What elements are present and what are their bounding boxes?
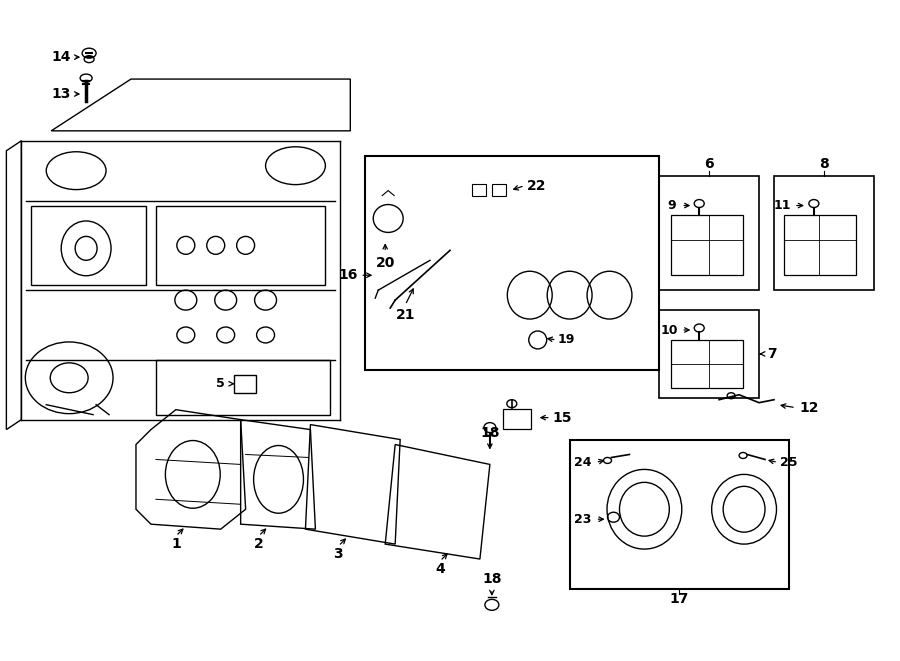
Text: 24: 24 — [574, 456, 591, 469]
Text: 1: 1 — [171, 537, 181, 551]
Bar — [671, 215, 743, 275]
Text: 3: 3 — [334, 547, 343, 561]
Text: 5: 5 — [216, 377, 225, 390]
Text: 15: 15 — [553, 410, 572, 424]
Text: 4: 4 — [436, 562, 445, 576]
Text: 11: 11 — [773, 199, 791, 212]
Bar — [660, 176, 759, 290]
Text: 14: 14 — [51, 50, 71, 64]
Text: 18: 18 — [480, 426, 500, 440]
Text: 2: 2 — [254, 537, 264, 551]
Text: 17: 17 — [670, 592, 689, 606]
Text: 7: 7 — [767, 347, 777, 361]
Text: 12: 12 — [799, 401, 819, 414]
Bar — [156, 360, 330, 414]
Bar — [671, 340, 743, 388]
Bar — [660, 310, 759, 398]
Text: 22: 22 — [527, 178, 546, 192]
Bar — [774, 176, 874, 290]
Text: 16: 16 — [338, 268, 358, 282]
Text: 9: 9 — [667, 199, 676, 212]
Bar — [492, 184, 506, 196]
Text: 13: 13 — [51, 87, 71, 101]
Text: 6: 6 — [705, 157, 714, 171]
Text: 25: 25 — [780, 456, 797, 469]
Text: 18: 18 — [482, 572, 501, 586]
Text: 10: 10 — [661, 323, 678, 336]
Bar — [570, 440, 789, 589]
Text: 23: 23 — [574, 513, 591, 525]
Bar — [156, 206, 326, 285]
Bar — [32, 206, 146, 285]
Text: 20: 20 — [375, 256, 395, 270]
Text: 19: 19 — [558, 333, 575, 346]
Bar — [472, 184, 486, 196]
Text: 8: 8 — [819, 157, 829, 171]
Text: 21: 21 — [395, 308, 415, 322]
Bar — [503, 408, 531, 428]
Bar — [365, 156, 660, 370]
Bar — [784, 215, 856, 275]
Bar — [234, 375, 256, 393]
